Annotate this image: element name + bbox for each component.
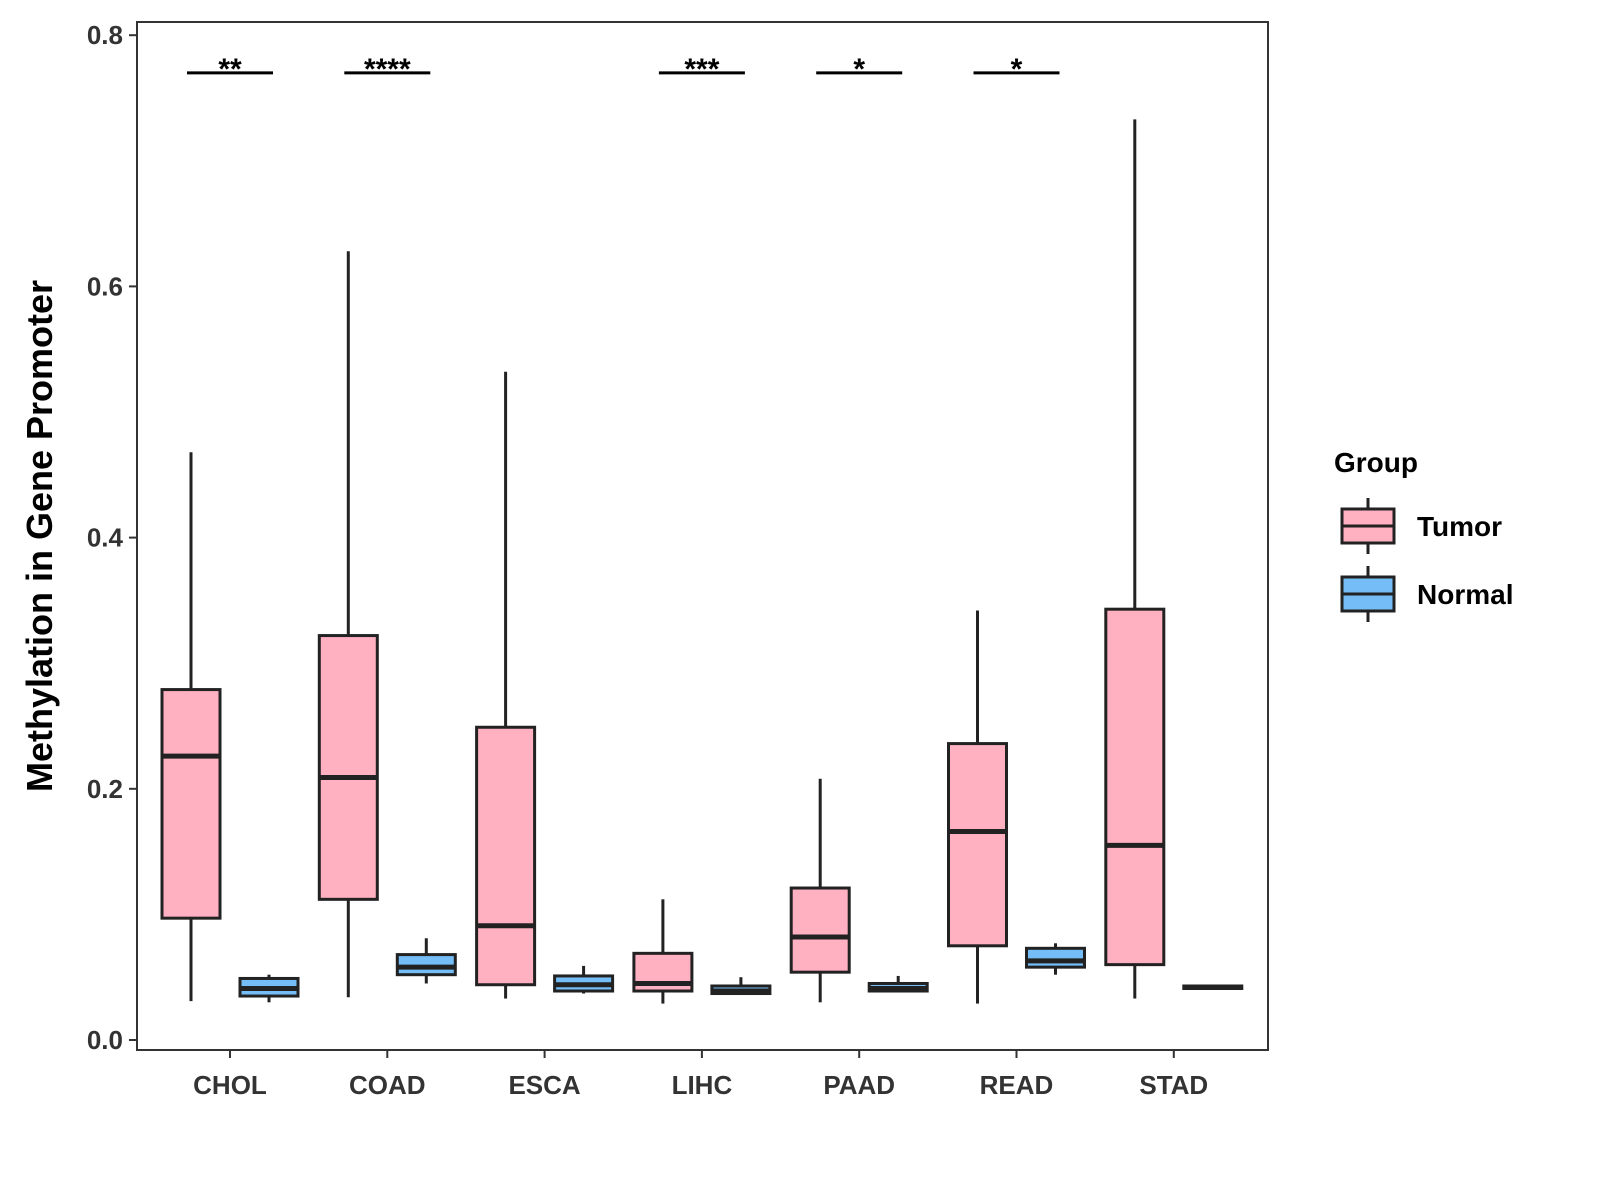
box-tumor-paad bbox=[789, 778, 851, 1003]
significance-label: * bbox=[853, 53, 865, 86]
y-tick-label: 0.4 bbox=[87, 523, 124, 553]
box-tumor-chol bbox=[160, 452, 222, 1002]
box-body bbox=[395, 953, 457, 977]
box-body bbox=[1104, 607, 1166, 967]
box-normal-paad bbox=[867, 975, 929, 993]
box-body bbox=[789, 886, 851, 974]
box-normal-lihc bbox=[710, 977, 772, 996]
box-normal-chol bbox=[238, 974, 300, 1003]
y-tick-label: 0.2 bbox=[87, 774, 123, 804]
box-body bbox=[475, 725, 537, 987]
series-tumor bbox=[160, 119, 1166, 1004]
plot-panel bbox=[136, 21, 1269, 1051]
box-body bbox=[1025, 946, 1086, 969]
legend-label: Normal bbox=[1417, 579, 1513, 610]
legend-entry-normal: Normal bbox=[1340, 566, 1513, 622]
x-tick-label: ESCA bbox=[508, 1070, 580, 1100]
x-tick-label: PAAD bbox=[823, 1070, 895, 1100]
box-body bbox=[947, 742, 1008, 948]
significance-annotations: ** **** *** * * bbox=[187, 53, 1060, 86]
x-tick-label: COAD bbox=[349, 1070, 426, 1100]
box-body bbox=[317, 634, 379, 901]
box-tumor-coad bbox=[317, 251, 379, 998]
legend: Group Tumor Normal bbox=[1334, 447, 1513, 622]
box-body bbox=[160, 688, 222, 920]
x-axis: CHOL COAD ESCA LIHC PAAD READ STAD bbox=[193, 1050, 1208, 1100]
box-tumor-stad bbox=[1104, 119, 1166, 999]
legend-label: Tumor bbox=[1417, 511, 1502, 542]
box-normal-esca bbox=[553, 965, 615, 994]
legend-entry-tumor: Tumor bbox=[1340, 498, 1502, 554]
box-series bbox=[160, 119, 1244, 1004]
y-axis: 0.0 0.2 0.4 0.6 0.8 bbox=[87, 20, 137, 1055]
y-tick-label: 0.0 bbox=[87, 1025, 123, 1055]
x-tick-label: LIHC bbox=[672, 1070, 733, 1100]
box-normal-stad bbox=[1182, 984, 1244, 991]
box-tumor-lihc bbox=[632, 899, 694, 1004]
significance-label: **** bbox=[364, 53, 411, 86]
y-tick-label: 0.8 bbox=[87, 20, 123, 50]
y-tick-label: 0.6 bbox=[87, 271, 123, 301]
legend-title: Group bbox=[1334, 447, 1418, 478]
significance-label: *** bbox=[684, 53, 719, 86]
box-normal-read bbox=[1025, 943, 1086, 975]
box-normal-coad bbox=[395, 938, 457, 984]
x-tick-label: STAD bbox=[1139, 1070, 1208, 1100]
box-tumor-read bbox=[947, 610, 1008, 1004]
box-tumor-esca bbox=[475, 371, 537, 999]
y-axis-title: Methylation in Gene Promoter bbox=[19, 280, 60, 792]
x-tick-label: READ bbox=[980, 1070, 1054, 1100]
x-tick-label: CHOL bbox=[193, 1070, 267, 1100]
series-normal bbox=[238, 938, 1244, 1003]
significance-label: ** bbox=[218, 53, 242, 86]
significance-label: * bbox=[1011, 53, 1023, 86]
